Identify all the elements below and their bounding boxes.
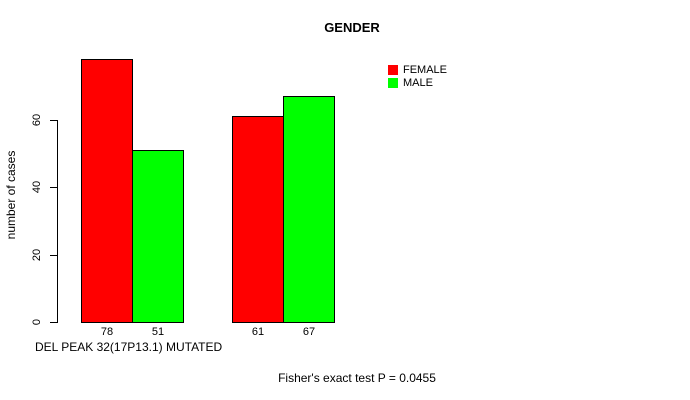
y-axis-line (57, 120, 58, 323)
bar-male-group1 (132, 150, 184, 323)
y-tick-label-40: 40 (31, 180, 43, 194)
bar-female-group2 (232, 116, 284, 323)
legend-swatch-male (388, 78, 398, 88)
bar-value-female-group2: 61 (251, 326, 265, 338)
y-tick-mark-60 (50, 120, 57, 121)
y-tick-label-60: 60 (31, 113, 43, 127)
x-axis-label: DEL PEAK 32(17P13.1) MUTATED (35, 340, 223, 354)
legend-item-female: FEMALE (388, 64, 448, 76)
legend-item-male: MALE (388, 77, 447, 89)
bar-female-group1 (81, 59, 133, 323)
legend-label-female: FEMALE (403, 64, 448, 76)
bar-male-group2 (283, 96, 335, 323)
y-tick-label-20: 20 (31, 248, 43, 262)
legend-swatch-female (388, 65, 398, 75)
annotation-text: Fisher's exact test P = 0.0455 (278, 371, 436, 385)
bar-value-male-group1: 51 (151, 326, 165, 338)
y-tick-mark-40 (50, 187, 57, 188)
y-tick-mark-20 (50, 255, 57, 256)
bar-value-female-group1: 78 (100, 326, 114, 338)
bar-value-male-group2: 67 (302, 326, 316, 338)
legend-label-male: MALE (403, 77, 433, 89)
legend: FEMALE MALE (388, 65, 447, 91)
y-tick-mark-0 (50, 322, 57, 323)
y-tick-label-0: 0 (31, 318, 43, 326)
chart-title: GENDER (324, 20, 380, 35)
y-axis-label: number of cases (4, 150, 18, 240)
